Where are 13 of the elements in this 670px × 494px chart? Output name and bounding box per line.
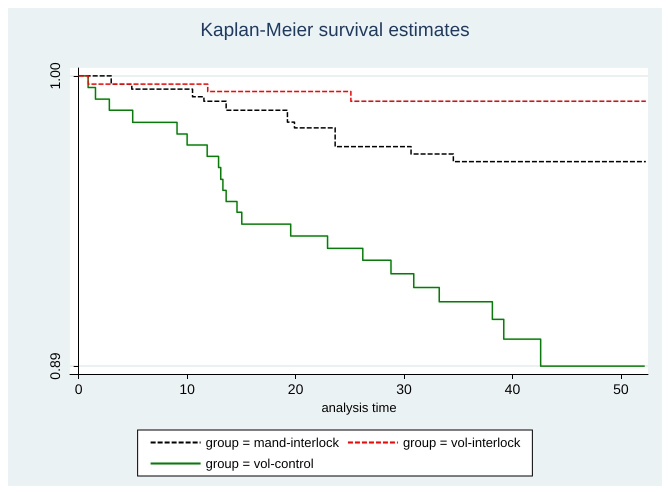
legend-label: group = vol-interlock xyxy=(402,435,521,450)
x-tick-label: 40 xyxy=(504,381,520,397)
x-tick-label: 20 xyxy=(288,381,304,397)
legend-label: group = vol-control xyxy=(206,456,314,471)
legend-label: group = mand-interlock xyxy=(206,435,340,450)
y-tick-label: 1.00 xyxy=(47,62,63,90)
chart-title: Kaplan-Meier survival estimates xyxy=(200,20,470,41)
x-tick-label: 0 xyxy=(74,381,83,397)
x-tick-label: 10 xyxy=(179,381,196,397)
x-axis-title: analysis time xyxy=(321,400,397,415)
x-tick-label: 30 xyxy=(396,381,412,397)
x-tick-label: 50 xyxy=(613,381,629,397)
y-tick-label: 0.89 xyxy=(47,352,63,380)
